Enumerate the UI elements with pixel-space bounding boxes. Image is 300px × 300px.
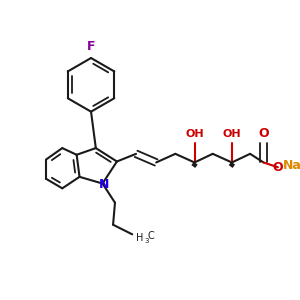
Text: N: N	[99, 178, 110, 191]
Text: F: F	[87, 40, 95, 53]
Text: OH: OH	[185, 129, 204, 139]
Text: C: C	[147, 231, 154, 241]
Text: OH: OH	[223, 129, 241, 139]
Text: H: H	[136, 233, 144, 243]
Text: Na: Na	[283, 159, 300, 172]
Text: 3: 3	[144, 238, 149, 244]
Text: O: O	[273, 161, 283, 174]
Text: O: O	[258, 127, 269, 140]
